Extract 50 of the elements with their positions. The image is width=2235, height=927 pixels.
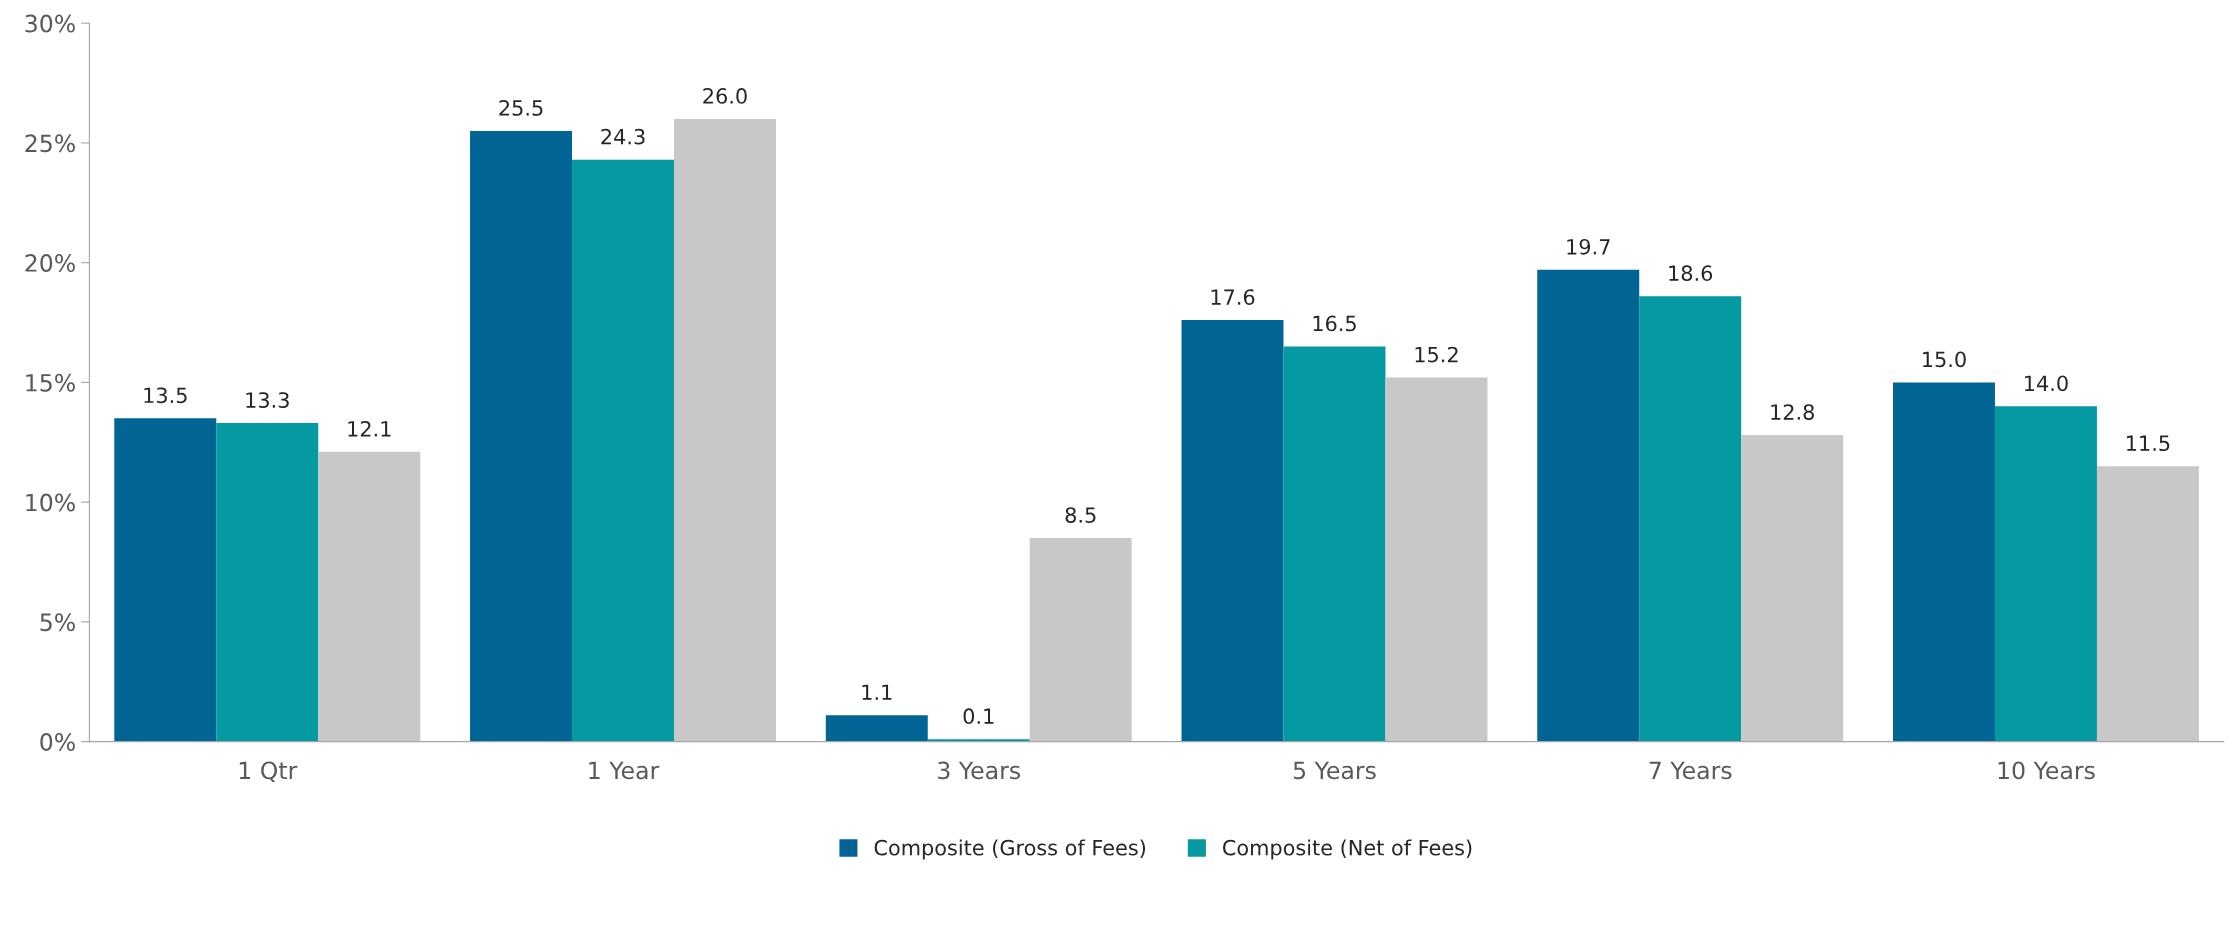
bar	[1639, 296, 1742, 742]
data-label: 16.5	[1313, 315, 1356, 332]
bar	[216, 423, 319, 742]
bar	[1994, 406, 2097, 742]
data-label: 13.5	[144, 387, 187, 404]
data-label: 14.0	[2025, 375, 2068, 392]
bar	[318, 451, 421, 742]
y-tick-label: 25%	[25, 134, 75, 153]
y-tick-label: 10%	[26, 493, 75, 512]
x-tick-label: 10 Years	[1998, 761, 2095, 780]
data-label: 19.7	[1567, 238, 1610, 255]
y-tick-label: 5%	[40, 613, 75, 632]
bar	[1537, 269, 1640, 742]
bar	[114, 418, 217, 742]
y-tick-label: 30%	[25, 14, 75, 33]
data-label: 1.1	[862, 684, 892, 700]
legend-label: Composite (Net of Fees)	[1223, 839, 1472, 860]
x-tick-label: 1 Qtr	[239, 761, 298, 783]
data-label: 24.3	[601, 128, 645, 145]
x-tick-label: 3 Years	[938, 761, 1021, 780]
bar	[1892, 382, 1995, 742]
legend-label: Composite (Gross of Fees)	[874, 839, 1146, 860]
y-tick-label: 20%	[25, 254, 75, 272]
bar	[470, 130, 573, 742]
x-tick-label: 5 Years	[1293, 761, 1376, 780]
x-tick-label: 7 Years	[1649, 761, 1732, 780]
bar	[2096, 466, 2199, 742]
data-label: 26.0	[703, 88, 747, 104]
data-label: 15.0	[1923, 351, 1966, 368]
bar	[1283, 346, 1386, 742]
x-tick-label: 1 Year	[589, 761, 660, 780]
bar	[1181, 320, 1284, 742]
y-tick-label: 0%	[40, 733, 75, 751]
bar	[1029, 538, 1132, 742]
data-label: 15.2	[1415, 346, 1458, 363]
bar	[572, 159, 674, 742]
data-label: 18.6	[1669, 265, 1713, 282]
data-label: 13.3	[246, 392, 289, 408]
data-label: 8.5	[1065, 507, 1096, 523]
data-label: 11.5	[2127, 435, 2170, 452]
y-tick-label: 15%	[26, 373, 75, 392]
data-label: 12.1	[348, 420, 391, 437]
bar	[674, 118, 776, 742]
bar	[825, 715, 928, 742]
bar	[1741, 435, 1844, 742]
data-label: 25.5	[499, 100, 543, 116]
bar	[1385, 377, 1488, 742]
data-label: 12.8	[1771, 404, 1814, 420]
data-label: 0.1	[963, 708, 994, 725]
data-label: 17.6	[1211, 289, 1255, 305]
